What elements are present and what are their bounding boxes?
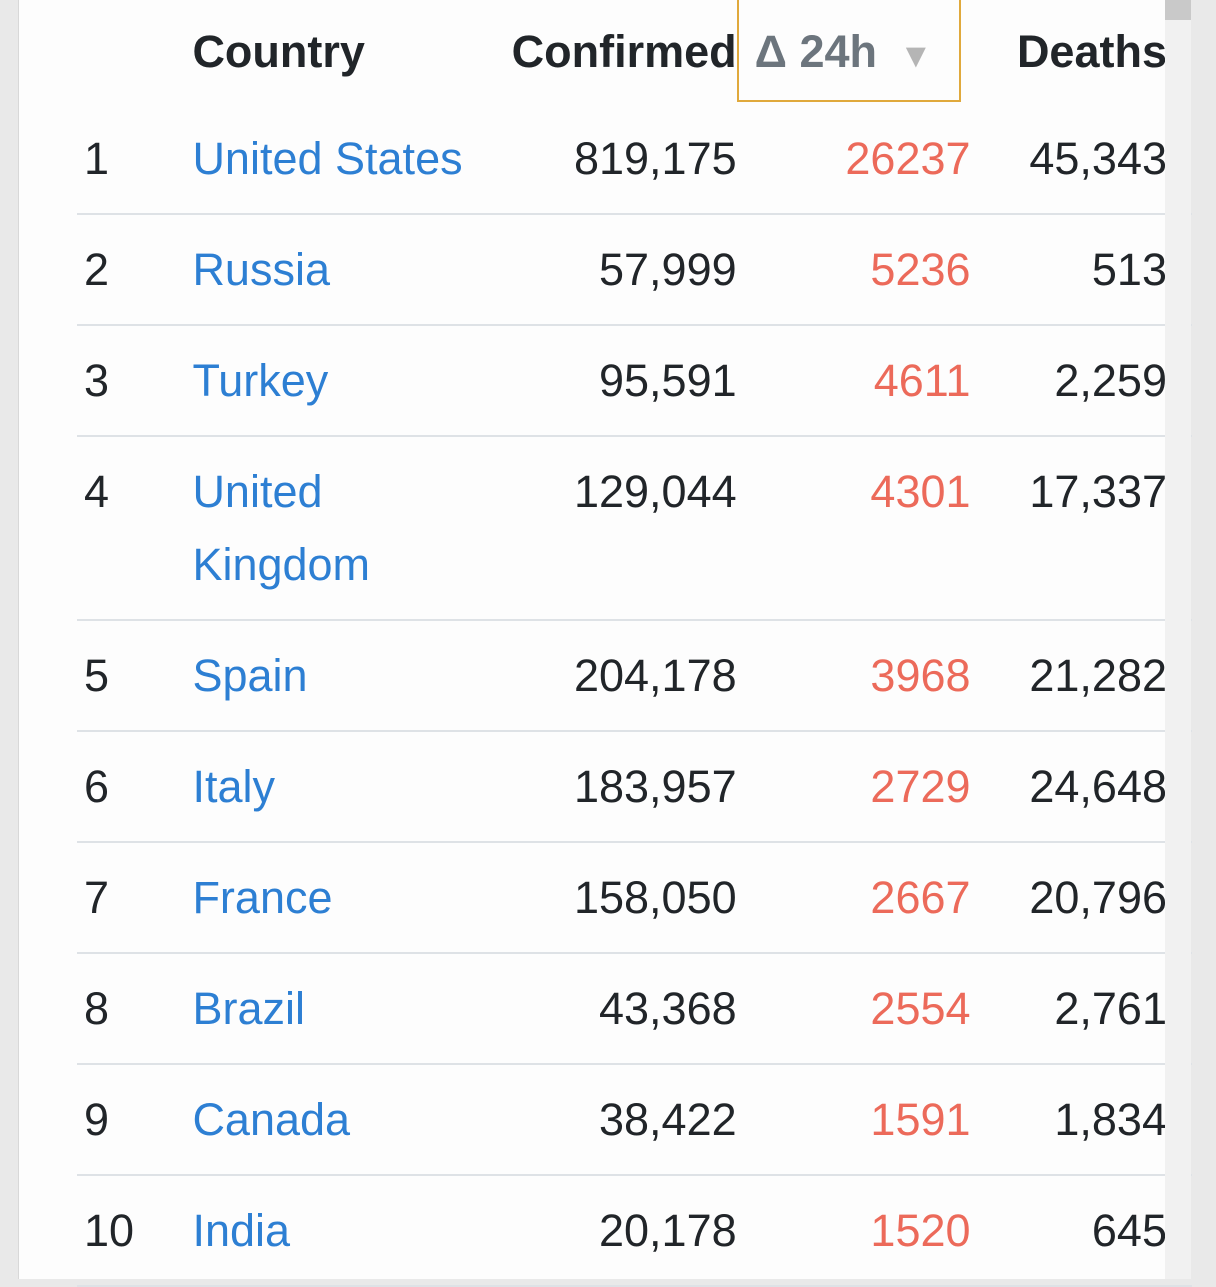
confirmed-cell: 20,178 (598, 1205, 737, 1256)
table-row: 2 Russia 57,999 5236 513 (77, 214, 1192, 325)
scrollbar[interactable] (1165, 0, 1191, 1279)
deaths-cell: 645 (1091, 1205, 1167, 1256)
confirmed-cell: 57,999 (598, 244, 737, 295)
table-row: 7 France 158,050 2667 20,796 (77, 842, 1192, 953)
confirmed-cell: 204,178 (573, 650, 737, 701)
delta-24h-header-label: Δ 24h (754, 26, 878, 77)
country-link[interactable]: India (192, 1205, 291, 1256)
country-link[interactable]: United States (192, 133, 463, 184)
delta-24h-value: 1591 (870, 1094, 971, 1145)
delta-24h-value: 2729 (870, 761, 971, 812)
deaths-cell: 513 (1091, 244, 1167, 295)
delta-24h-value: 2667 (870, 872, 971, 923)
delta-24h-cell: 26237 (737, 104, 989, 214)
rank-cell: 1 (84, 133, 110, 184)
table-row: 10 India 20,178 1520 645 (77, 1175, 1192, 1286)
country-link[interactable]: Italy (192, 761, 275, 812)
confirmed-cell: 183,957 (573, 761, 737, 812)
country-cell: India (192, 1175, 506, 1286)
rank-header (77, 0, 192, 104)
country-cell: Russia (192, 214, 506, 325)
country-cell: United Kingdom (192, 436, 506, 620)
table-row: 5 Spain 204,178 3968 21,282 (77, 620, 1192, 731)
deaths-cell: 2,761 (1054, 983, 1167, 1034)
delta-24h-value: 2554 (870, 983, 971, 1034)
delta-24h-cell: 5236 (737, 214, 989, 325)
active-sort-outline (736, 0, 961, 102)
delta-24h-value: 3968 (870, 650, 971, 701)
country-link[interactable]: France (192, 872, 333, 923)
country-cell: Brazil (192, 953, 506, 1064)
sort-descending-icon: ▼ (899, 37, 933, 75)
table-row: 4 United Kingdom 129,044 4301 17,337 (77, 436, 1192, 620)
delta-24h-cell: 1591 (737, 1064, 989, 1175)
delta-24h-cell: 2667 (737, 842, 989, 953)
delta-24h-cell: 4301 (737, 436, 989, 620)
delta-24h-value: 1520 (870, 1205, 971, 1256)
country-cell: Spain (192, 620, 506, 731)
confirmed-cell: 38,422 (598, 1094, 737, 1145)
delta-24h-value: 4611 (873, 355, 971, 406)
country-link[interactable]: United Kingdom (192, 466, 371, 590)
rank-cell: 3 (84, 355, 110, 406)
deaths-cell: 20,796 (1029, 872, 1167, 923)
table-row: 1 United States 819,175 26237 45,343 (77, 104, 1192, 214)
country-cell: Turkey (192, 325, 506, 436)
confirmed-cell: 158,050 (573, 872, 737, 923)
rank-cell: 5 (84, 650, 110, 701)
country-cell: Italy (192, 731, 506, 842)
delta-24h-value: 5236 (870, 244, 971, 295)
country-link[interactable]: Russia (192, 244, 330, 295)
table-panel: Country Confirmed Δ 24h ▼ Deaths 1 United … (18, 0, 1192, 1286)
delta-24h-cell: 1520 (737, 1175, 989, 1286)
table-row: 3 Turkey 95,591 4611 2,259 (77, 325, 1192, 436)
delta-24h-cell: 2729 (737, 731, 989, 842)
rank-cell: 6 (84, 761, 110, 812)
country-link[interactable]: Brazil (192, 983, 305, 1034)
country-cell: United States (192, 104, 506, 214)
country-stats-table: Country Confirmed Δ 24h ▼ Deaths 1 United … (77, 0, 1192, 1287)
deaths-cell: 2,259 (1054, 355, 1167, 406)
rank-cell: 4 (84, 466, 110, 517)
country-cell: France (192, 842, 506, 953)
scrollbar-thumb[interactable] (1165, 0, 1191, 20)
table-header-row: Country Confirmed Δ 24h ▼ Deaths (77, 0, 1192, 104)
deaths-cell: 24,648 (1029, 761, 1167, 812)
delta-24h-header[interactable]: Δ 24h ▼ (736, 0, 989, 104)
confirmed-cell: 95,591 (598, 355, 737, 406)
rank-cell: 7 (84, 872, 110, 923)
country-link[interactable]: Canada (192, 1094, 351, 1145)
delta-24h-cell: 3968 (737, 620, 989, 731)
table-row: 8 Brazil 43,368 2554 2,761 (77, 953, 1192, 1064)
table-row: 6 Italy 183,957 2729 24,648 (77, 731, 1192, 842)
country-link[interactable]: Spain (192, 650, 308, 701)
confirmed-cell: 43,368 (598, 983, 737, 1034)
rank-cell: 10 (84, 1205, 135, 1256)
rank-cell: 2 (84, 244, 110, 295)
country-header[interactable]: Country (192, 26, 365, 77)
country-cell: Canada (192, 1064, 506, 1175)
delta-24h-value: 26237 (845, 133, 971, 184)
deaths-cell: 45,343 (1029, 133, 1167, 184)
deaths-cell: 17,337 (1029, 466, 1167, 517)
table-row: 9 Canada 38,422 1591 1,834 (77, 1064, 1192, 1175)
confirmed-cell: 129,044 (573, 466, 737, 517)
delta-24h-cell: 2554 (737, 953, 989, 1064)
deaths-header[interactable]: Deaths (1016, 26, 1167, 77)
rank-cell: 9 (84, 1094, 110, 1145)
confirmed-header[interactable]: Confirmed (511, 26, 737, 77)
rank-cell: 8 (84, 983, 110, 1034)
confirmed-cell: 819,175 (573, 133, 737, 184)
deaths-cell: 1,834 (1054, 1094, 1167, 1145)
country-link[interactable]: Turkey (192, 355, 329, 406)
delta-24h-value: 4301 (870, 466, 971, 517)
delta-24h-cell: 4611 (737, 325, 989, 436)
deaths-cell: 21,282 (1029, 650, 1167, 701)
